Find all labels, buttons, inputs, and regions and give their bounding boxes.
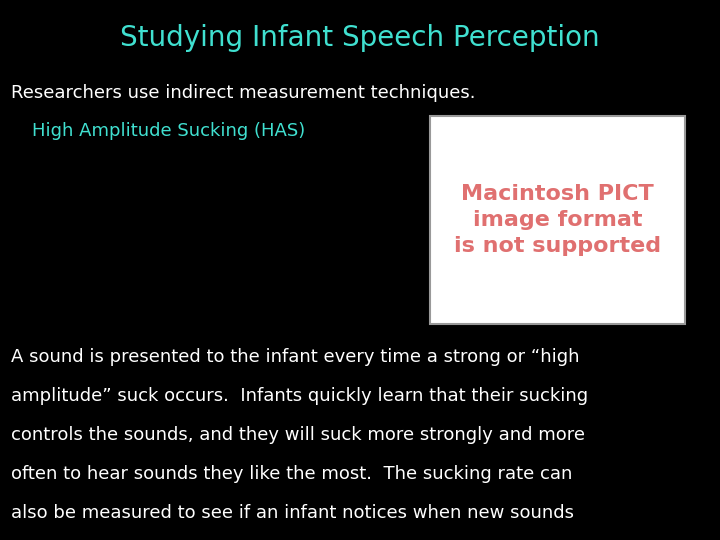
- Text: Macintosh PICT
image format
is not supported: Macintosh PICT image format is not suppo…: [454, 184, 661, 256]
- Text: Researchers use indirect measurement techniques.: Researchers use indirect measurement tec…: [11, 84, 475, 102]
- Text: amplitude” suck occurs.  Infants quickly learn that their sucking: amplitude” suck occurs. Infants quickly …: [11, 387, 588, 405]
- Text: also be measured to see if an infant notices when new sounds: also be measured to see if an infant not…: [11, 504, 574, 522]
- Text: High Amplitude Sucking (HAS): High Amplitude Sucking (HAS): [32, 122, 306, 139]
- FancyBboxPatch shape: [430, 116, 685, 324]
- Text: often to hear sounds they like the most.  The sucking rate can: often to hear sounds they like the most.…: [11, 465, 572, 483]
- Text: A sound is presented to the infant every time a strong or “high: A sound is presented to the infant every…: [11, 348, 580, 366]
- Text: controls the sounds, and they will suck more strongly and more: controls the sounds, and they will suck …: [11, 426, 585, 444]
- Text: Studying Infant Speech Perception: Studying Infant Speech Perception: [120, 24, 600, 52]
